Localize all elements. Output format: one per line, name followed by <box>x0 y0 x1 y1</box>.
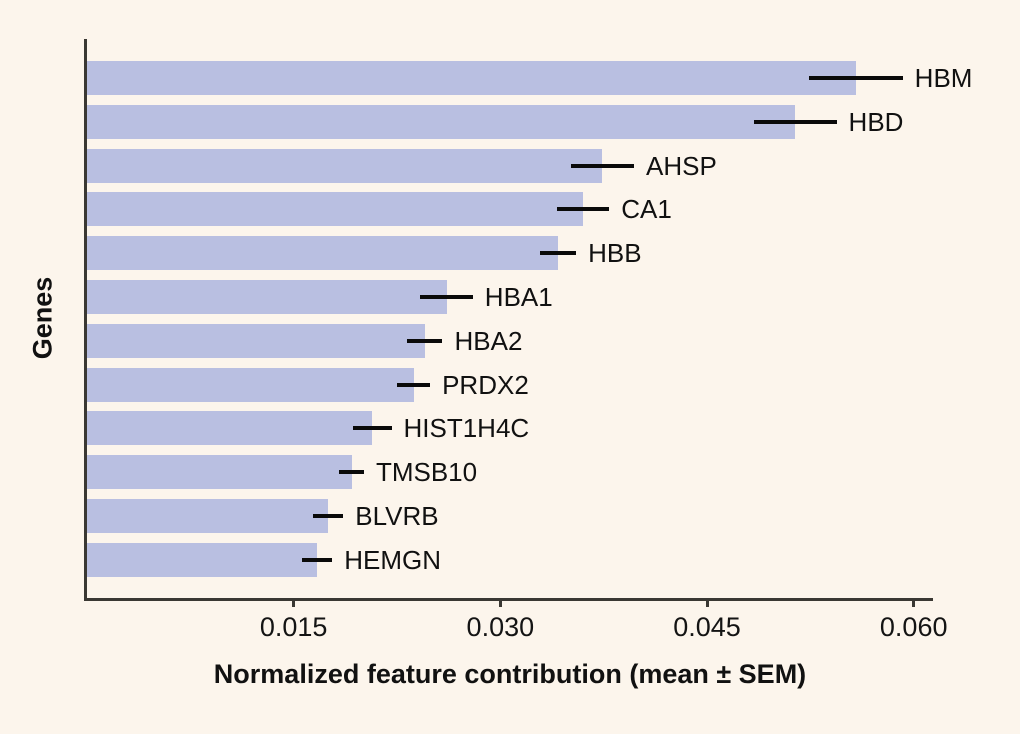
bar-row: AHSP <box>87 148 933 183</box>
bar <box>87 104 796 139</box>
bar-row: PRDX2 <box>87 367 933 402</box>
bar-label: AHSP <box>646 150 717 181</box>
bar-row: HBA2 <box>87 323 933 358</box>
error-bar <box>570 163 634 168</box>
bar-row: TMSB10 <box>87 455 933 490</box>
bar-label: HBB <box>588 238 642 269</box>
y-axis-spine <box>84 39 87 601</box>
bar <box>87 455 352 490</box>
bar-row: HBD <box>87 104 933 139</box>
bar-label: HIST1H4C <box>403 413 530 444</box>
bar-label: HBD <box>848 106 904 137</box>
x-tick-label: 0.060 <box>879 612 948 642</box>
bar <box>87 148 603 183</box>
x-tick-label: 0.045 <box>673 612 741 642</box>
error-bar <box>397 382 431 387</box>
bar <box>87 499 329 533</box>
bar <box>87 61 856 95</box>
x-axis-label: Normalized feature contribution (mean ± … <box>213 659 807 689</box>
error-bar <box>406 338 443 343</box>
bar-row: HBM <box>87 61 972 95</box>
bar <box>87 367 414 402</box>
bar <box>87 192 584 227</box>
bar-label: CA1 <box>621 194 672 225</box>
bar-label: BLVRB <box>355 501 439 531</box>
bar <box>87 280 447 314</box>
bar-label: TMSB10 <box>375 457 478 488</box>
bar-row: HIST1H4C <box>87 411 933 446</box>
error-bar <box>339 470 364 475</box>
bar-row: CA1 <box>87 192 933 227</box>
error-bar <box>540 251 577 256</box>
bar-row: HBB <box>87 236 933 271</box>
x-tick <box>498 598 502 607</box>
bar-row: BLVRB <box>87 499 933 533</box>
x-tick <box>705 598 709 607</box>
bar <box>87 411 373 446</box>
error-bar <box>301 557 333 562</box>
x-tick-label: 0.015 <box>259 612 328 642</box>
error-bar <box>808 76 903 80</box>
bar <box>87 323 425 358</box>
x-tick <box>292 598 296 607</box>
bar-row: HEMGN <box>87 542 933 577</box>
y-axis-label: Genes <box>27 276 58 360</box>
bar-label: HBM <box>914 63 973 93</box>
bar-label: PRDX2 <box>442 369 529 400</box>
bar-label: HEMGN <box>344 544 442 575</box>
bar-label: HBA2 <box>454 325 523 356</box>
plot-area: HBM HBD AHSP CA1 HBB HBA1 HBA2 PRDX2 HIST1H4C TMS… <box>84 39 972 642</box>
error-bar <box>352 426 392 431</box>
error-bar <box>312 514 344 518</box>
bar <box>87 236 559 271</box>
error-bar <box>556 207 610 212</box>
error-bar <box>753 119 837 124</box>
error-bar <box>420 295 473 299</box>
x-axis-spine <box>84 598 933 601</box>
bar <box>87 542 318 577</box>
bar-label: HBA1 <box>484 282 553 312</box>
x-tick <box>912 598 916 607</box>
bar-row: HBA1 <box>87 280 933 314</box>
x-tick-label: 0.030 <box>466 612 535 642</box>
